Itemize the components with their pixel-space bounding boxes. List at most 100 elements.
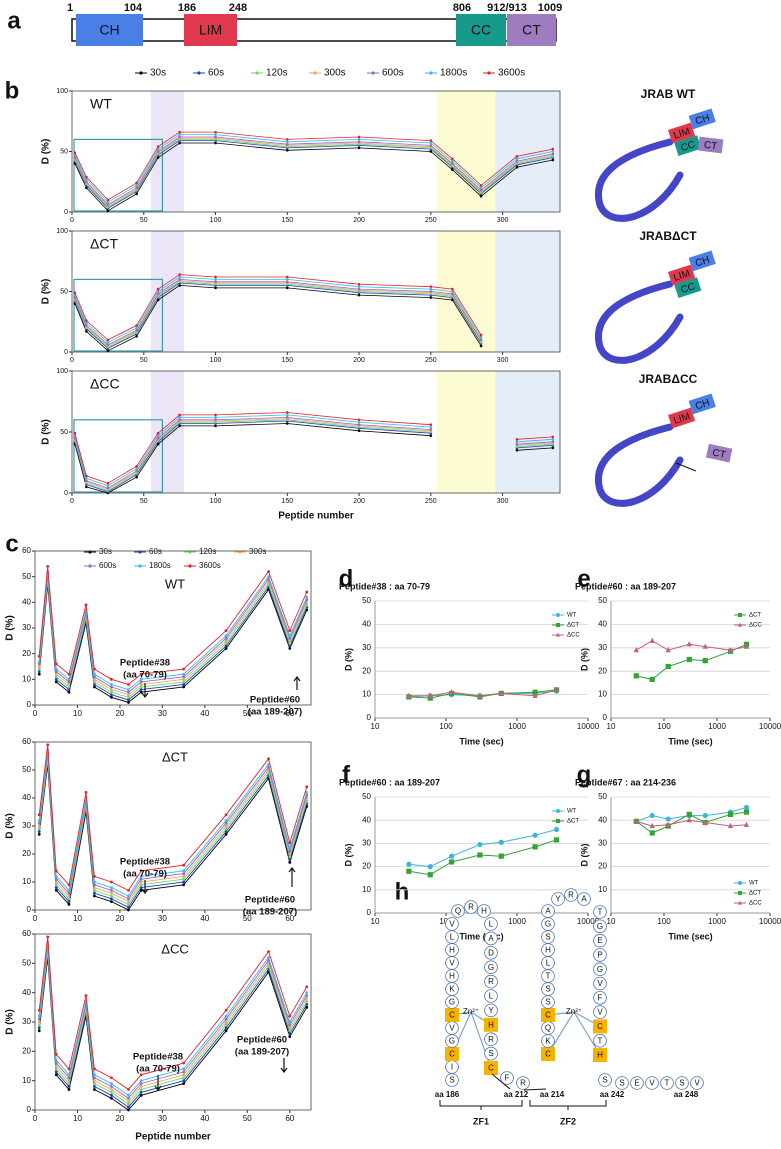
residue: E (634, 1079, 639, 1088)
point (633, 673, 639, 679)
residue-box (445, 1008, 459, 1022)
point (37, 813, 41, 817)
point (551, 147, 555, 151)
residue: C (597, 1022, 603, 1031)
y-axis-label: D (%) (5, 1009, 16, 1035)
pointer (523, 1088, 547, 1091)
point (743, 804, 750, 811)
residue-circle (615, 1076, 629, 1090)
point (135, 464, 138, 468)
series-line (38, 574, 308, 693)
point (93, 667, 96, 671)
plot-frame (71, 370, 561, 494)
point (288, 1029, 292, 1033)
point (479, 344, 483, 348)
point (406, 868, 412, 874)
x-tick-label: 50 (140, 357, 148, 364)
point (139, 672, 143, 676)
point (288, 847, 292, 850)
residue: T (546, 972, 551, 981)
residue-circle (516, 1076, 530, 1090)
y-tick-label: 50 (598, 792, 607, 801)
point (427, 864, 433, 870)
point (449, 853, 455, 859)
point (288, 852, 292, 856)
schematic-domain: CT (705, 443, 733, 463)
residue-box (593, 1019, 607, 1034)
residue-circle (484, 974, 498, 989)
residue-number: 104 (124, 2, 143, 14)
series-line (38, 764, 308, 911)
point (110, 695, 113, 699)
residue: V (597, 1008, 603, 1017)
point (285, 411, 289, 414)
x-tick-label: 100 (657, 722, 671, 731)
point (139, 877, 143, 881)
x-tick-label: 300 (497, 357, 509, 364)
point (288, 858, 292, 861)
arrow-head (141, 692, 149, 698)
series-line (38, 951, 308, 1105)
y-tick-label: 0 (603, 713, 608, 722)
point (406, 692, 412, 698)
schematic-box (688, 108, 716, 130)
point (214, 280, 217, 284)
point (515, 440, 519, 444)
y-tick-label: 60 (22, 546, 31, 555)
y-tick-label: 40 (598, 815, 607, 824)
point (357, 138, 361, 141)
x-tick-label: 50 (243, 914, 252, 923)
residue: C (488, 1064, 494, 1073)
point (224, 642, 228, 645)
legend-label: ΔCT (749, 891, 761, 897)
point (727, 822, 734, 829)
point (429, 285, 433, 288)
point (305, 994, 309, 997)
point (67, 891, 71, 895)
point (54, 677, 58, 681)
point (288, 849, 292, 853)
y-tick-label: 50 (60, 148, 68, 155)
y-tick-label: 60 (22, 929, 31, 938)
point (93, 894, 96, 898)
point (110, 880, 113, 884)
y-tick-label: 20 (22, 1046, 31, 1055)
point (67, 680, 71, 684)
arrow-head (288, 867, 296, 873)
point (649, 637, 655, 643)
annotation: (aa 70-79) (123, 670, 167, 681)
point (224, 813, 228, 817)
point (73, 151, 77, 155)
x-tick-label: 50 (140, 217, 148, 224)
x-tick-label: 10 (371, 722, 380, 731)
point (357, 146, 361, 150)
point (267, 950, 270, 953)
schematic-domain: CH (688, 393, 716, 415)
legend-label: 300s (249, 547, 266, 556)
region-shade (495, 231, 560, 352)
point (702, 812, 708, 819)
schematic-box (668, 122, 696, 144)
point (127, 683, 130, 686)
point (93, 675, 96, 679)
schematic-label: LIM (672, 126, 691, 142)
residue-circle (630, 1076, 644, 1090)
x-tick-label: 150 (281, 498, 293, 505)
y-tick-label: 50 (22, 765, 31, 774)
point (515, 438, 519, 441)
panel-title: ΔCC (90, 376, 120, 392)
y-tick-label: 30 (22, 1017, 31, 1026)
pointer (491, 1073, 511, 1090)
highlight-box (73, 278, 164, 352)
point (93, 683, 96, 686)
point (93, 891, 96, 895)
point (110, 897, 113, 901)
point (106, 343, 110, 347)
point (93, 1082, 96, 1085)
region-shade (150, 371, 184, 493)
y-axis-label: D (%) (343, 844, 353, 867)
point (135, 469, 138, 473)
point (67, 897, 71, 901)
legend-label: 30s (99, 547, 112, 556)
point (54, 889, 58, 892)
